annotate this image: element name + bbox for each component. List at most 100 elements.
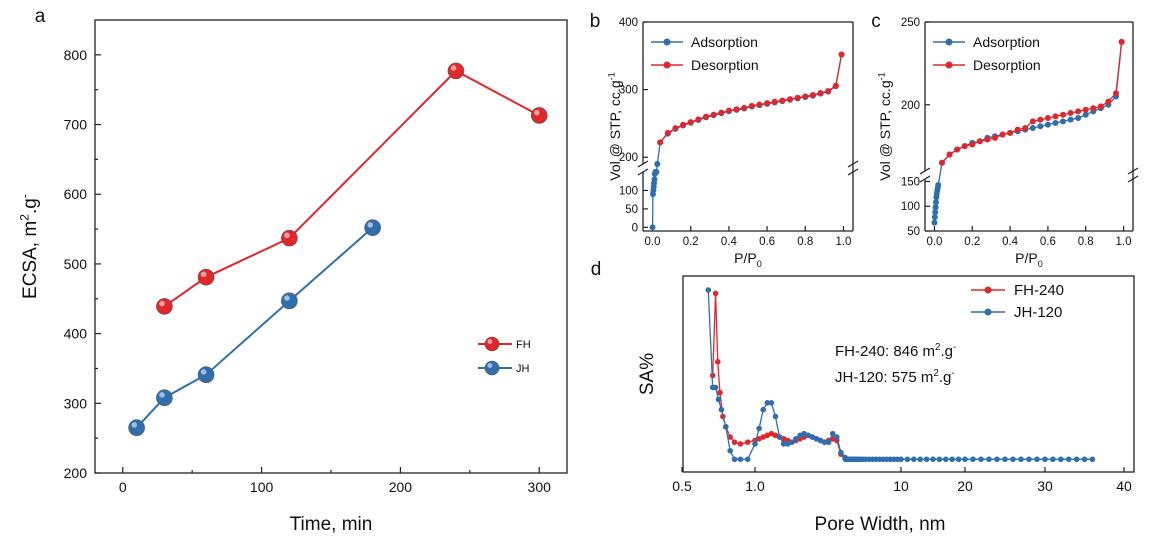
x-axis-title-c: P/P0 bbox=[1015, 250, 1043, 269]
data-point-JH-120 bbox=[756, 425, 762, 432]
data-point-JH-120 bbox=[825, 439, 832, 445]
axis-break-right-b bbox=[847, 160, 859, 168]
y-tick-label-c: 250 bbox=[901, 17, 920, 29]
data-point-tail bbox=[1002, 456, 1008, 463]
data-point-tail bbox=[1026, 456, 1032, 463]
data-point-Adsorption bbox=[653, 169, 660, 175]
data-point-FH-240 bbox=[712, 290, 719, 297]
data-point-JH-120 bbox=[760, 406, 766, 413]
x-tick-label-b: 0.2 bbox=[683, 236, 699, 248]
data-point-tail bbox=[1081, 456, 1088, 463]
data-point-Desorption bbox=[961, 143, 968, 150]
data-point-JH-120 bbox=[829, 430, 836, 437]
data-point-JH-120 bbox=[705, 287, 712, 293]
data-point-tail bbox=[1010, 456, 1016, 463]
y-tick-label-c: 50 bbox=[907, 226, 920, 238]
y-tick-label-b: 200 bbox=[619, 152, 638, 164]
data-point-tail bbox=[1058, 456, 1064, 463]
data-point-Desorption bbox=[748, 102, 755, 109]
x-tick-label-b: 1.0 bbox=[835, 236, 851, 248]
legend-label-Adsorption: Adsorption bbox=[691, 34, 758, 50]
series-line-FH bbox=[163, 69, 540, 308]
data-point-Desorption bbox=[710, 111, 717, 118]
data-point-Desorption bbox=[976, 138, 983, 145]
data-point-Desorption bbox=[991, 134, 998, 141]
data-point-JH-120 bbox=[834, 434, 840, 440]
axis-break-right-c bbox=[1127, 175, 1139, 183]
annotation-surface-area: JH-120: 575 m2.g- bbox=[835, 368, 955, 386]
x-tick-label-b: 0.0 bbox=[645, 236, 661, 248]
data-point-tail bbox=[1034, 456, 1040, 463]
x-tick-label-c: 0.4 bbox=[1002, 236, 1019, 248]
data-point-Adsorption bbox=[1067, 116, 1074, 123]
data-point-Adsorption bbox=[1029, 124, 1036, 131]
data-point-Desorption bbox=[764, 100, 771, 107]
data-point-JH-120 bbox=[727, 447, 733, 454]
data-point-Desorption bbox=[1044, 115, 1051, 122]
data-point-Desorption bbox=[1090, 105, 1097, 112]
data-point-Desorption bbox=[809, 92, 816, 99]
data-point-Desorption bbox=[733, 106, 740, 113]
data-point-Adsorption bbox=[1044, 121, 1051, 128]
y-tick-label-b: 100 bbox=[619, 185, 638, 197]
data-point-FH bbox=[197, 268, 215, 286]
legend-marker-Desorption bbox=[945, 61, 953, 69]
y-tick-label-c: 150 bbox=[901, 176, 920, 188]
data-point-FH bbox=[530, 107, 548, 124]
data-point-JH bbox=[156, 389, 173, 407]
data-point-Desorption bbox=[817, 90, 824, 96]
data-point-FH-highlight bbox=[450, 65, 457, 71]
data-point-Desorption bbox=[672, 125, 679, 132]
data-point-tail bbox=[936, 456, 943, 463]
legend-label-JH: JH bbox=[516, 363, 530, 375]
data-point-Desorption bbox=[787, 96, 793, 103]
data-point-FH-highlight bbox=[200, 271, 207, 278]
data-point-Adsorption bbox=[654, 161, 661, 167]
y-tick-label-b: 300 bbox=[619, 85, 638, 97]
data-point-FH-highlight bbox=[284, 232, 290, 239]
y-axis-title-a: ECSA, m2.g- bbox=[17, 194, 41, 299]
x-tick-label-c: 1.0 bbox=[1116, 236, 1132, 248]
y-tick-label-a: 500 bbox=[64, 256, 88, 272]
data-point-FH-240 bbox=[731, 439, 738, 445]
legend-label-Desorption: Desorption bbox=[973, 57, 1041, 73]
data-point-JH-highlight bbox=[367, 222, 374, 228]
y-axis-title-d: SA% bbox=[637, 353, 658, 395]
x-tick-label-d: 10 bbox=[893, 478, 909, 494]
legend-marker-Desorption bbox=[663, 61, 671, 69]
legend-marker-FH-highlight bbox=[487, 339, 493, 344]
data-point-FH-240 bbox=[727, 434, 733, 440]
data-point-Adsorption bbox=[1075, 115, 1082, 122]
x-tick-label-d: 0.5 bbox=[672, 478, 692, 494]
data-point-FH-240 bbox=[737, 441, 744, 447]
data-point-tail bbox=[1042, 456, 1048, 463]
annotation-surface-area: FH-240: 846 m2.g- bbox=[835, 342, 956, 360]
data-point-JH-120 bbox=[764, 400, 771, 406]
x-tick-label-c: 0.0 bbox=[926, 236, 942, 248]
data-point-JH-120 bbox=[780, 441, 787, 447]
data-point-Desorption bbox=[794, 94, 801, 101]
y-tick-label-b: 400 bbox=[619, 17, 638, 29]
data-point-JH bbox=[364, 219, 381, 236]
x-tick-label-c: 0.2 bbox=[964, 236, 980, 248]
x-tick-label-b: 0.4 bbox=[721, 236, 738, 248]
x-tick-label-d: 1.0 bbox=[745, 478, 765, 494]
data-point-tail bbox=[978, 456, 984, 463]
data-point-Adsorption bbox=[651, 176, 658, 183]
y-tick-label-a: 800 bbox=[64, 47, 88, 63]
axis-break-c bbox=[919, 175, 931, 183]
legend-marker-Adsorption bbox=[945, 38, 953, 46]
data-point-Adsorption bbox=[931, 214, 938, 221]
panel-label-d: d bbox=[591, 259, 602, 280]
data-point-JH-120 bbox=[793, 435, 799, 442]
data-point-tail bbox=[1018, 456, 1024, 463]
data-point-JH-highlight bbox=[159, 392, 165, 398]
data-point-tail bbox=[1050, 456, 1056, 463]
data-point-Desorption bbox=[695, 116, 702, 123]
data-point-JH-120 bbox=[712, 384, 719, 391]
y-axis-title-c: Vol @ STP, cc.g-1 bbox=[876, 72, 893, 180]
data-point-Desorption bbox=[741, 104, 748, 111]
data-point-Desorption bbox=[802, 93, 809, 100]
data-point-FH-highlight bbox=[534, 109, 540, 116]
data-point-JH-120 bbox=[731, 456, 738, 463]
